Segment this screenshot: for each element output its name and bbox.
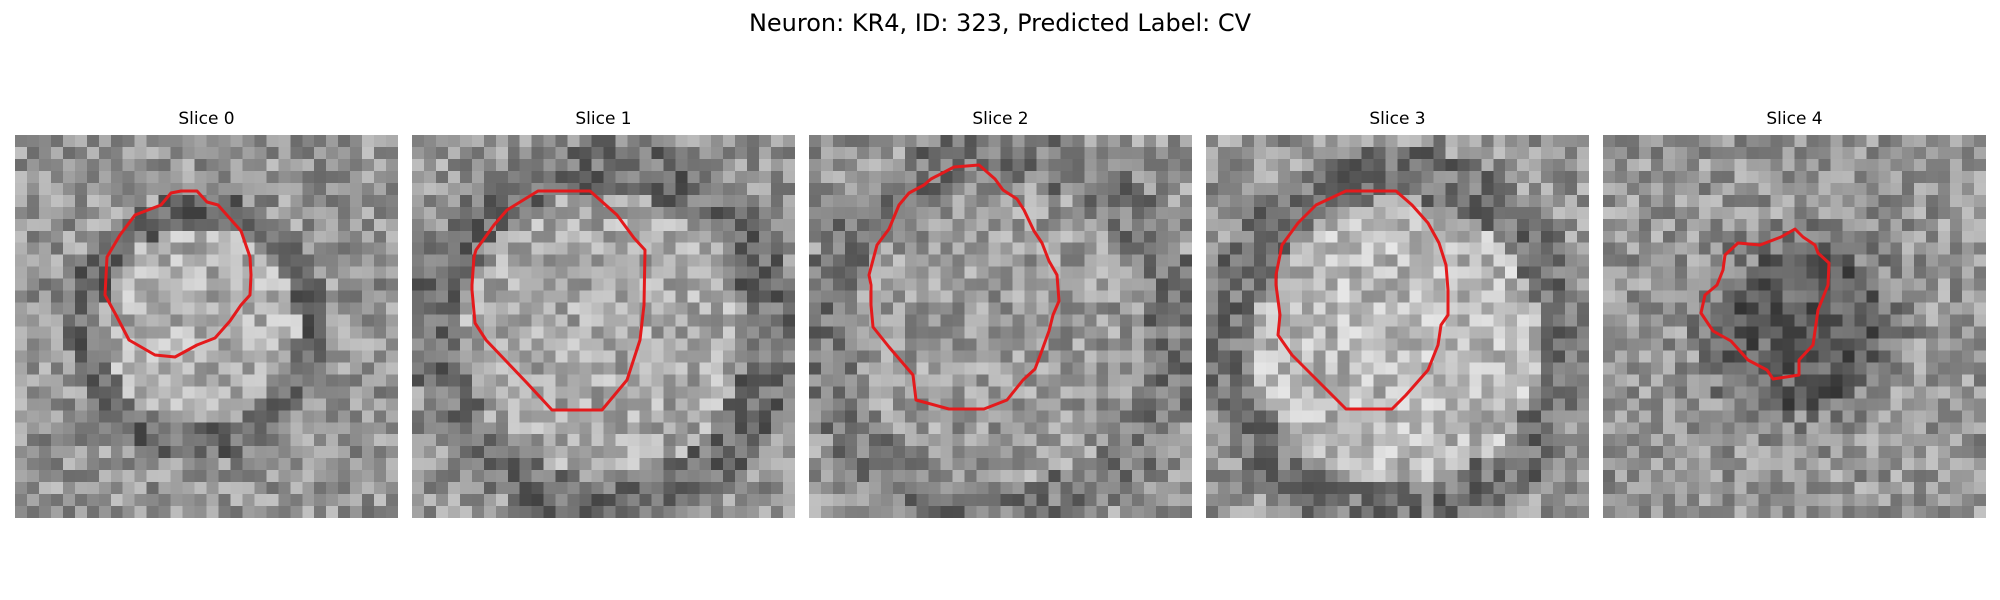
- segmentation-contour-1: [470, 189, 647, 412]
- slice-panel-4: Slice 4: [1603, 108, 1986, 518]
- contour-overlay-1: [470, 189, 647, 412]
- slice-view-0: [15, 135, 398, 518]
- slice-title-0: Slice 0: [178, 109, 235, 129]
- slice-title-1: Slice 1: [575, 109, 632, 129]
- slice-image-3: [1206, 135, 1589, 518]
- slice-view-2: [809, 135, 1192, 518]
- figure-title: Neuron: KR4, ID: 323, Predicted Label: C…: [748, 9, 1252, 37]
- slice-panel-3: Slice 3: [1206, 108, 1589, 518]
- slice-image-0: [15, 135, 398, 518]
- contour-overlay-0: [103, 189, 253, 359]
- segmentation-contour-3: [1274, 189, 1450, 411]
- slice-title-4: Slice 4: [1766, 109, 1823, 129]
- segmentation-contour-0: [103, 189, 253, 359]
- slice-title-3: Slice 3: [1369, 109, 1426, 129]
- slice-panel-1: Slice 1: [412, 108, 795, 518]
- slice-title-2: Slice 2: [972, 109, 1029, 129]
- segmentation-contour-4: [1699, 227, 1831, 381]
- slice-panel-0: Slice 0: [15, 108, 398, 518]
- contour-overlay-4: [1699, 227, 1831, 381]
- slice-image-4: [1603, 135, 1986, 518]
- slice-panel-2: Slice 2: [809, 108, 1192, 518]
- contour-overlay-3: [1274, 189, 1450, 411]
- slice-view-1: [412, 135, 795, 518]
- slice-view-4: [1603, 135, 1986, 518]
- slice-view-3: [1206, 135, 1589, 518]
- contour-overlay-2: [867, 163, 1061, 411]
- segmentation-contour-2: [867, 163, 1061, 411]
